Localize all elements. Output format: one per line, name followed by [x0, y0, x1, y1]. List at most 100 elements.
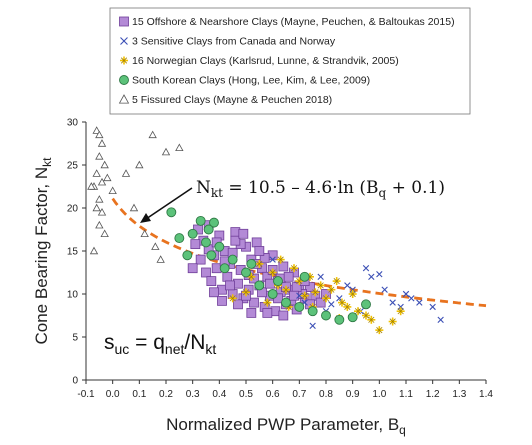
- data-point: [92, 126, 101, 134]
- data-point: [249, 297, 259, 308]
- legend-label: 16 Norwegian Clays (Karlsrud, Lunne, & S…: [132, 55, 399, 67]
- data-point: [230, 235, 241, 246]
- x-tick-label: 1.2: [426, 389, 440, 400]
- y-tick-label: 20: [67, 204, 79, 215]
- data-point: [233, 299, 243, 310]
- data-point: [95, 130, 104, 139]
- data-point: [92, 203, 101, 212]
- y-axis-label: Cone Bearing Factor, Nkt: [32, 157, 54, 345]
- data-point: [402, 290, 410, 298]
- data-point: [283, 271, 294, 282]
- x-tick-label: 0.5: [239, 389, 253, 400]
- data-point: [294, 301, 305, 312]
- data-point: [161, 147, 171, 156]
- data-point: [437, 316, 444, 323]
- data-point: [388, 317, 397, 326]
- data-point: [344, 282, 351, 289]
- legend-label: 15 Offshore & Nearshore Clays (Mayne, Pe…: [132, 16, 455, 28]
- data-point: [95, 195, 104, 203]
- data-point: [316, 281, 325, 290]
- data-point: [238, 228, 249, 239]
- legend-marker: [119, 16, 129, 27]
- data-point: [148, 130, 157, 139]
- data-point: [429, 303, 436, 311]
- x-axis-label: Normalized PWP Parameter, Bq: [166, 415, 406, 437]
- series-group: [269, 256, 444, 330]
- strength-equation: suc = qnet/Nkt: [104, 331, 216, 357]
- data-point: [219, 263, 230, 274]
- data-point: [140, 229, 149, 238]
- data-point: [217, 295, 227, 306]
- x-axis-ticks: -0.1 0.0 0.1 0.2 0.3 0.4 0.5 0.6 0.7 0.8 0.9 1.0 1.1…: [77, 380, 493, 400]
- legend-marker: [118, 94, 130, 104]
- data-point: [203, 224, 214, 235]
- data-point: [187, 228, 198, 239]
- data-point: [376, 271, 383, 278]
- data-point: [343, 302, 352, 311]
- data-points: [87, 126, 444, 335]
- y-axis-ticks: 0 5 10 15 20 25 30: [67, 118, 86, 387]
- data-point: [187, 263, 198, 274]
- data-point: [278, 310, 289, 321]
- data-point: [242, 288, 250, 297]
- legend-item: 16 Norwegian Clays (Karlsrud, Lunne, & S…: [120, 55, 399, 67]
- data-point: [281, 297, 291, 308]
- data-point: [282, 285, 290, 294]
- y-tick-label: 0: [72, 376, 78, 387]
- data-point: [381, 286, 388, 293]
- data-point: [121, 169, 131, 177]
- data-point: [209, 287, 219, 298]
- data-point: [349, 286, 356, 293]
- data-point: [300, 291, 309, 300]
- data-point: [97, 207, 107, 216]
- data-point: [195, 215, 206, 226]
- data-point: [273, 276, 283, 287]
- data-point: [227, 254, 238, 265]
- data-point: [311, 288, 320, 297]
- data-point: [307, 306, 318, 317]
- data-point: [269, 256, 276, 263]
- y-tick-label: 10: [67, 290, 79, 301]
- data-point: [195, 254, 206, 265]
- data-point: [309, 322, 316, 330]
- data-point: [295, 277, 304, 286]
- data-point: [375, 326, 384, 335]
- x-tick-label: 0.6: [266, 389, 280, 400]
- data-point: [367, 315, 376, 324]
- data-point: [222, 271, 233, 282]
- data-point: [201, 237, 211, 248]
- data-point: [95, 220, 104, 229]
- data-point: [321, 310, 331, 321]
- data-point: [166, 207, 177, 218]
- data-point: [289, 290, 299, 301]
- data-point: [87, 182, 96, 190]
- data-point: [397, 303, 404, 311]
- data-point: [206, 250, 217, 261]
- data-point: [262, 308, 273, 318]
- data-point: [299, 271, 310, 282]
- legend-label: 5 Fissured Clays (Mayne & Peuchen 2018): [132, 94, 332, 106]
- data-point: [396, 307, 405, 316]
- data-point: [175, 143, 184, 152]
- data-point: [201, 267, 211, 278]
- legend-item: 5 Fissured Clays (Mayne & Peuchen 2018): [118, 94, 332, 106]
- data-point: [209, 217, 219, 228]
- x-tick-label: 0.2: [159, 389, 173, 400]
- x-tick-label: 0.7: [292, 389, 306, 400]
- data-point: [225, 280, 235, 291]
- data-point: [408, 295, 415, 302]
- data-point: [332, 277, 341, 286]
- y-tick-label: 15: [67, 247, 79, 258]
- data-point: [135, 160, 144, 169]
- data-point: [100, 160, 109, 169]
- data-point: [95, 152, 104, 160]
- legend: 15 Offshore & Nearshore Clays (Mayne, Pe…: [109, 7, 471, 115]
- data-point: [296, 292, 303, 299]
- data-point: [97, 177, 107, 186]
- legend-item: South Korean Clays (Hong, Lee, Kim, & Le…: [119, 75, 370, 87]
- data-point: [317, 273, 324, 280]
- x-tick-label: 1.1: [399, 389, 413, 400]
- data-point: [362, 311, 370, 320]
- data-point: [92, 169, 101, 177]
- data-point: [368, 273, 375, 280]
